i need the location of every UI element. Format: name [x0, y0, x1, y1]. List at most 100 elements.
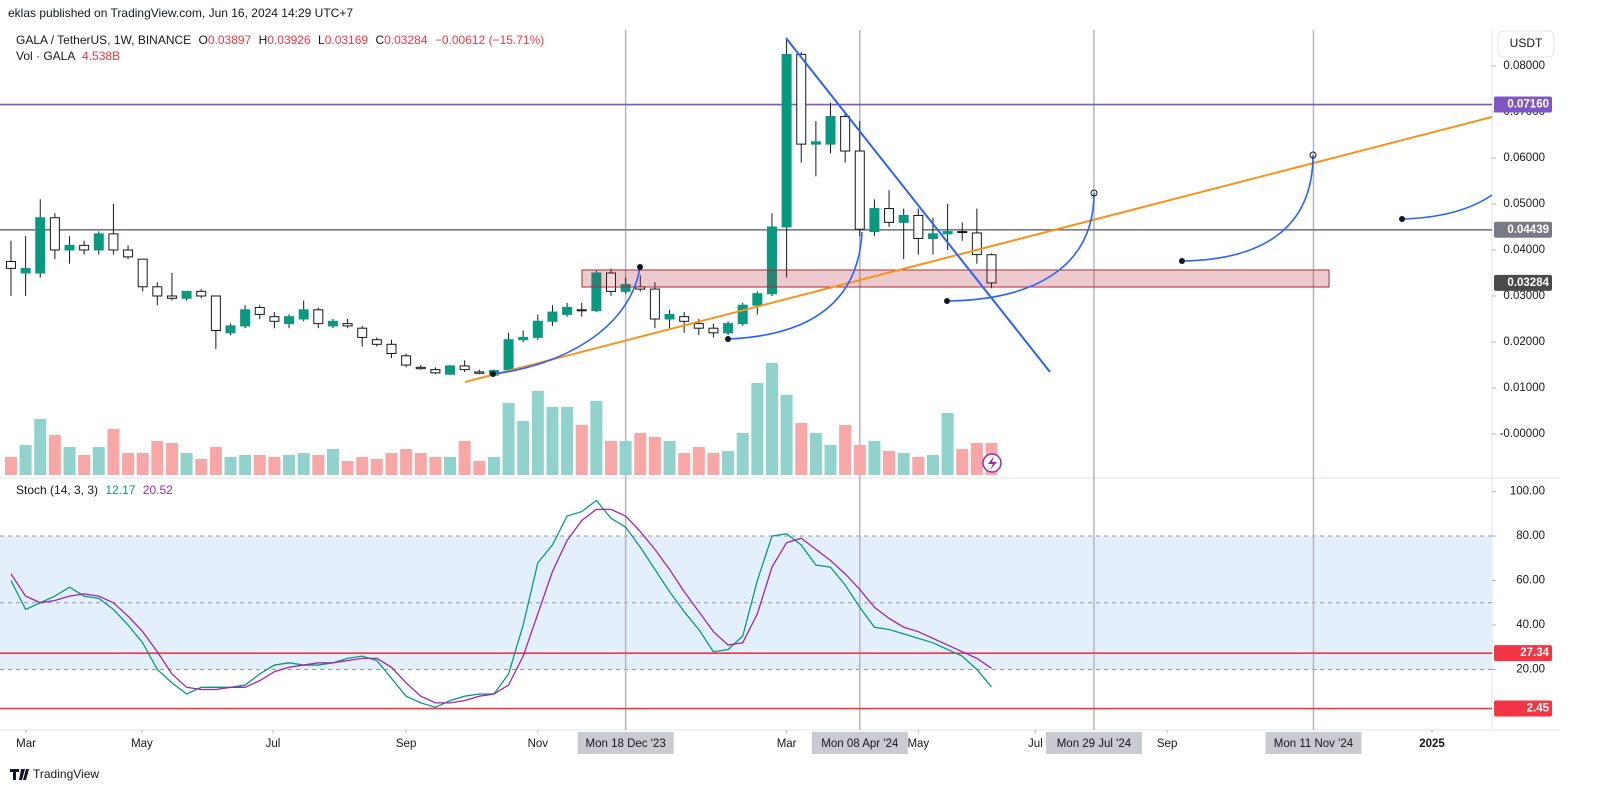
- candle-body: [415, 366, 426, 370]
- candle-body: [64, 244, 75, 251]
- stoch-tick-label: 40.00: [1516, 619, 1545, 631]
- volume-bar: [165, 442, 178, 475]
- candle-body: [796, 53, 807, 145]
- candle-body: [620, 283, 631, 292]
- legend-stoch: Stoch (14, 3, 3) 12.17 20.52: [16, 483, 173, 497]
- candle-body: [503, 339, 514, 371]
- y-tick-label: 0.06000: [1503, 152, 1545, 164]
- event-label: Mon 29 Jul '24: [1057, 738, 1132, 750]
- candle-body: [210, 295, 221, 332]
- volume-bar: [312, 454, 325, 475]
- volume-bar: [517, 420, 530, 475]
- candle-body: [20, 267, 31, 274]
- stoch-tick-label: 20.00: [1516, 664, 1545, 676]
- volume-bar: [722, 450, 735, 475]
- price-level-badge: [1494, 221, 1552, 238]
- anchor-dot: [944, 298, 950, 304]
- volume-bar: [795, 422, 808, 475]
- change: −0.00612 (−15.71%): [435, 33, 544, 47]
- stoch-d: 20.52: [143, 483, 173, 497]
- candle-body: [591, 272, 602, 312]
- volume-bar: [19, 444, 32, 475]
- volume-bar: [883, 450, 896, 475]
- volume-layer: [4, 362, 998, 475]
- volume-bar: [941, 412, 954, 475]
- volume-bar: [751, 382, 764, 475]
- symbol: GALA / TetherUS, 1W, BINANCE: [16, 33, 191, 47]
- legend-main: GALA / TetherUS, 1W, BINANCE O0.03897 H0…: [16, 33, 544, 47]
- volume-bar: [283, 454, 296, 475]
- event-label: Mon 08 Apr '24: [821, 738, 899, 750]
- currency-button[interactable]: [1497, 30, 1555, 58]
- volume-bar: [678, 453, 691, 475]
- volume-bar: [458, 440, 471, 475]
- currency-button-label: USDT: [1510, 36, 1543, 50]
- y-tick-label: 0.03000: [1503, 290, 1545, 302]
- volume-bar: [780, 394, 793, 475]
- y-tick-label: 0.08000: [1503, 60, 1545, 72]
- volume-bar: [912, 456, 925, 475]
- candle-body: [957, 231, 968, 234]
- volume-bar: [209, 446, 222, 475]
- candle-body: [825, 116, 836, 145]
- candle-body: [284, 316, 295, 325]
- volume-bar: [239, 454, 252, 475]
- publish-note: eklas published on TradingView.com, Jun …: [8, 6, 353, 20]
- candle-body: [254, 306, 265, 315]
- projection-arc: [1401, 194, 1493, 220]
- candle-body: [137, 258, 148, 288]
- volume-bar: [663, 440, 676, 475]
- volume-bar: [63, 446, 76, 475]
- candle-body: [5, 260, 16, 269]
- candle-body: [693, 323, 704, 329]
- stoch-level-badge: [1494, 645, 1552, 662]
- candle-body: [884, 208, 895, 223]
- volume-bar: [444, 456, 457, 475]
- legend-volume: Vol · GALA 4.538B: [16, 49, 120, 63]
- volume-bar: [400, 448, 413, 475]
- volume-bar: [897, 453, 910, 475]
- volume-bar: [604, 440, 617, 475]
- candle-body: [313, 309, 324, 325]
- y-tick-label: -0.00000: [1500, 428, 1545, 440]
- candle-body: [518, 336, 529, 341]
- ohlc-value: 0.03897: [208, 33, 252, 47]
- volume-bar: [356, 456, 369, 475]
- candle-body: [49, 217, 60, 251]
- volume-bar: [385, 453, 398, 475]
- candle-body: [737, 304, 748, 325]
- volume-bar: [956, 448, 969, 475]
- volume-bar: [692, 446, 705, 475]
- candle-body: [664, 313, 675, 320]
- candle-body: [474, 371, 485, 374]
- anchor-dot: [1179, 258, 1185, 264]
- y-tick-label: 0.05000: [1503, 198, 1545, 210]
- stoch-tick-label: 80.00: [1516, 530, 1545, 542]
- labels-layer: 0.080000.070000.060000.050000.040000.030…: [16, 60, 1552, 754]
- candle-body: [430, 369, 441, 374]
- stoch-level-label: 2.45: [1527, 703, 1550, 715]
- volume-bar: [648, 436, 661, 475]
- ohlc-letter: H: [259, 33, 268, 47]
- candle-body: [708, 327, 719, 334]
- candle-body: [445, 365, 456, 375]
- volume-bar: [824, 444, 837, 475]
- volume-bar: [970, 442, 983, 475]
- x-tick-label: Jul: [1028, 738, 1043, 750]
- ohlc-value: 0.03926: [267, 33, 311, 47]
- price-level-label: 0.04439: [1507, 224, 1549, 236]
- y-tick-label: 0.01000: [1503, 382, 1545, 394]
- candle-body: [298, 309, 309, 320]
- anchor-dot: [1399, 216, 1405, 222]
- event-label: Mon 11 Nov '24: [1274, 738, 1354, 750]
- candle-body: [810, 141, 821, 145]
- candles-layer: [5, 38, 997, 709]
- candle-body: [240, 309, 251, 327]
- x-tick-label: May: [131, 738, 153, 750]
- candle-body: [913, 214, 924, 239]
- candle-body: [386, 343, 397, 355]
- x-tick-label: 2025: [1419, 738, 1445, 750]
- volume-bar: [561, 406, 574, 475]
- price-level-label: 0.07160: [1507, 99, 1549, 111]
